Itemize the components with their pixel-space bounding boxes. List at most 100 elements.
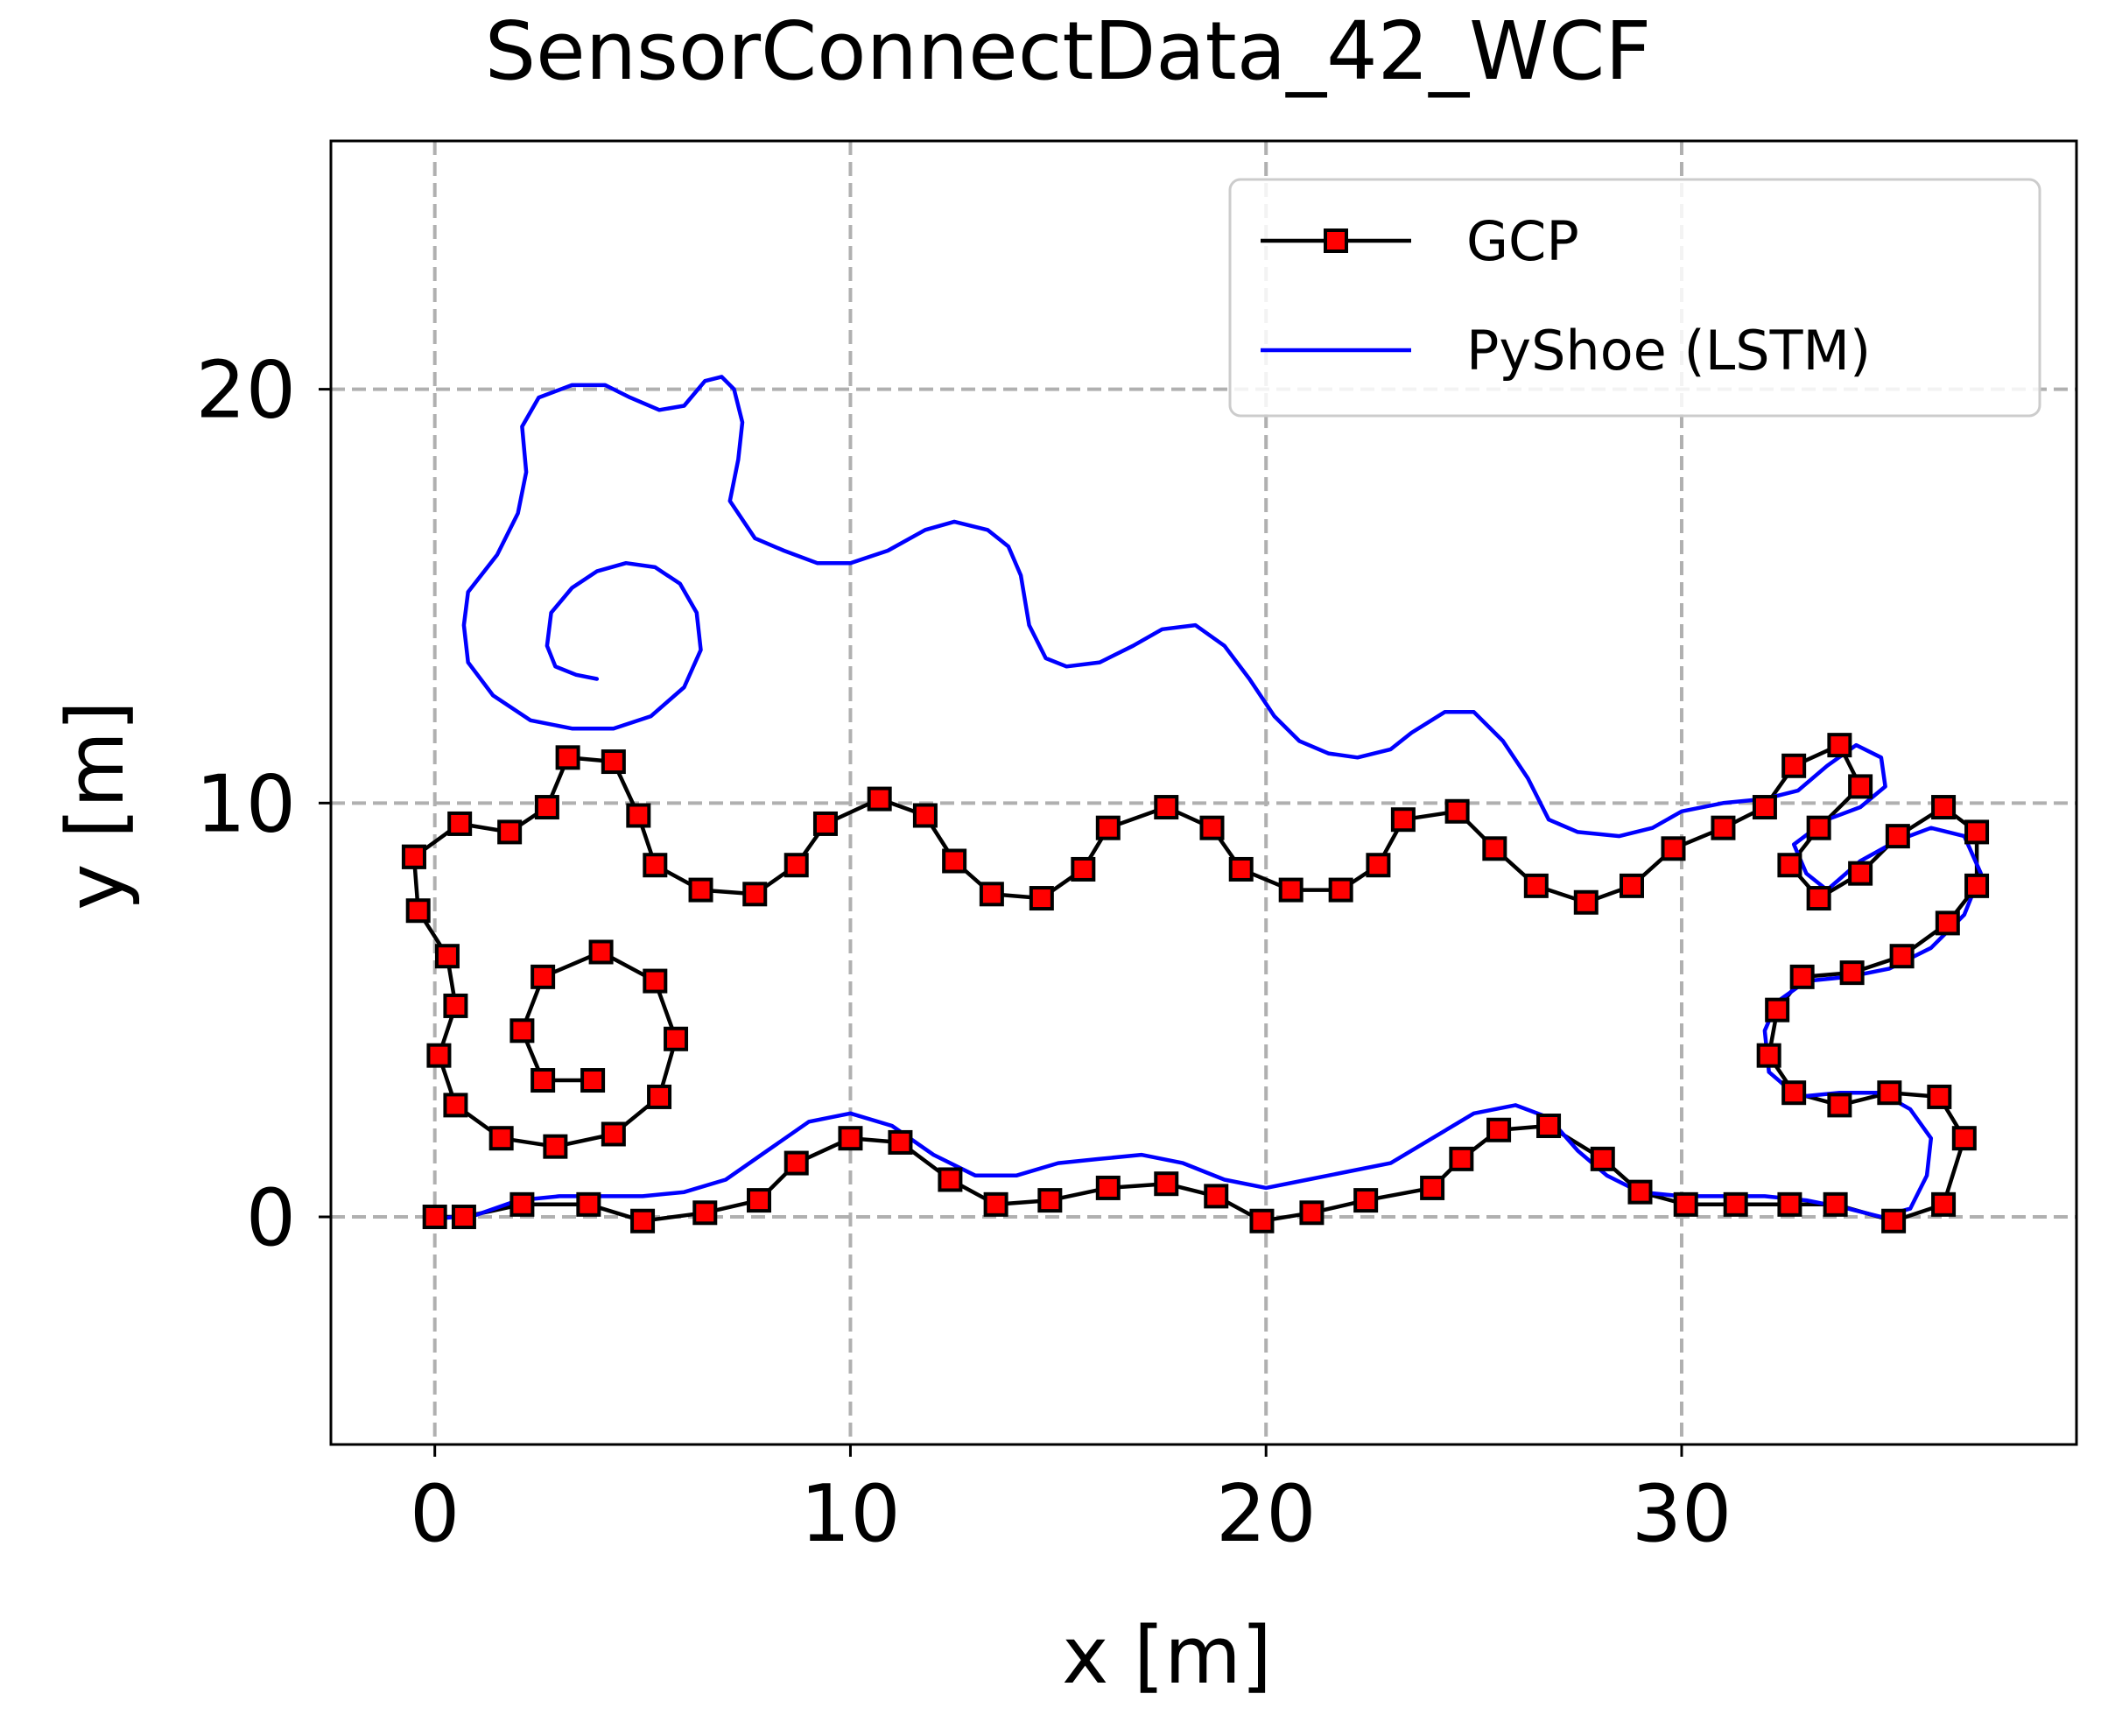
legend-gcp-label: GCP [1466,209,1579,273]
gcp-marker [979,882,1004,907]
gcp-marker [1931,1191,1957,1217]
gcp-marker [1756,1043,1781,1068]
x-tick-label: 20 [1216,1468,1317,1560]
gcp-marker [1848,774,1873,799]
gcp-marker [1711,815,1736,840]
gcp-marker [588,939,614,965]
gcp-marker [1951,1126,1977,1151]
gcp-marker [783,1150,809,1176]
gcp-marker [1228,856,1254,882]
gcp-marker [1444,798,1470,824]
gcp-marker [509,1191,535,1217]
y-tick-label: 10 [195,758,296,850]
gcp-marker [1353,1188,1379,1213]
y-tick-label: 0 [246,1172,296,1264]
x-axis-label: x [m] [1062,1610,1272,1702]
gcp-marker [1590,1146,1615,1171]
gcp-marker [942,848,967,874]
gcp-marker [1964,819,1990,845]
gcp-marker [664,1026,689,1051]
gcp-marker [1806,886,1831,911]
gcp-marker [1486,1117,1512,1142]
gcp-marker [1806,815,1831,840]
gcp-marker [1927,1084,1952,1109]
gcp-marker [443,1093,468,1118]
gcp-marker [626,803,651,828]
gcp-marker [1249,1208,1275,1233]
gcp-marker [1071,856,1096,882]
gcp-marker [838,1126,863,1151]
gcp-marker [1536,1114,1562,1139]
gcp-marker [983,1191,1008,1217]
gcp-marker [1839,960,1865,986]
gcp-marker [1420,1175,1445,1200]
gcp-marker [643,853,668,878]
gcp-marker [1777,1191,1802,1217]
y-tick-label: 20 [195,345,296,437]
gcp-marker [688,877,713,903]
gcp-marker [534,795,559,820]
gcp-marker [543,1134,568,1159]
gcp-marker [1523,873,1549,898]
gcp-marker [1154,795,1179,820]
gcp-marker [1789,964,1815,989]
gcp-marker [1827,1093,1852,1118]
gcp-marker [938,1167,963,1192]
gcp-marker [630,1208,656,1233]
gcp-marker [426,1043,452,1068]
gcp-marker [1095,815,1121,840]
legend: GCP PyShoe (LSTM) [1228,178,2041,418]
gcp-marker [1095,1175,1121,1200]
gcp-marker [747,1188,772,1213]
gcp-marker [1885,824,1910,849]
gcp-marker [580,1068,606,1093]
gcp-marker [1781,1080,1807,1106]
gcp-marker [1931,795,1957,820]
gcp-marker [1964,873,1990,898]
gcp-marker [1620,873,1645,898]
gcp-marker [422,1205,447,1230]
y-axis-label: y [m] [50,700,142,910]
pyshoe-series-line [432,375,1984,1221]
gcp-marker [1723,1191,1748,1217]
x-tick-label: 10 [800,1468,901,1560]
gcp-marker [1299,1200,1325,1226]
data-layer [401,375,1990,1233]
gcp-marker [1877,1080,1902,1106]
gcp-marker [1573,889,1599,915]
gcp-marker [601,1121,626,1147]
gcp-marker [497,819,523,845]
gcp-marker [783,853,809,878]
gcp-marker [1823,1191,1848,1217]
chart-title: SensorConnectData_42_WCF [485,4,1652,98]
gcp-marker [1390,807,1416,833]
gcp-marker [1889,944,1915,969]
gcp-marker [1037,1188,1063,1213]
gcp-marker [531,964,556,989]
legend-gcp-marker [1324,228,1348,253]
x-tick-label: 30 [1632,1468,1732,1560]
axes-frame [329,139,2078,1446]
gcp-marker [1673,1191,1698,1217]
gcp-marker [601,749,626,775]
gcp-marker [1199,815,1225,840]
gcp-marker [1449,1146,1474,1171]
gcp-marker [555,745,580,770]
gcp-marker [1935,910,1960,936]
gcp-marker [647,1084,672,1109]
gcp-marker [888,1129,913,1155]
gcp-marker [447,811,473,836]
gcp-marker [488,1126,514,1151]
plot-area: 0 10 20 30 0 10 20 GCP PyShoe (LSTM) [195,139,2078,1560]
gcp-marker [1661,836,1686,861]
gcp-marker [1777,853,1802,878]
gcp-marker [1781,753,1807,778]
gcp-marker [1848,861,1873,886]
gcp-marker [1278,877,1303,903]
gcp-marker [405,898,431,924]
gcp-marker [401,844,426,869]
gcp-marker [1154,1171,1179,1197]
gcp-marker [742,882,768,907]
gcp-marker [1328,877,1353,903]
